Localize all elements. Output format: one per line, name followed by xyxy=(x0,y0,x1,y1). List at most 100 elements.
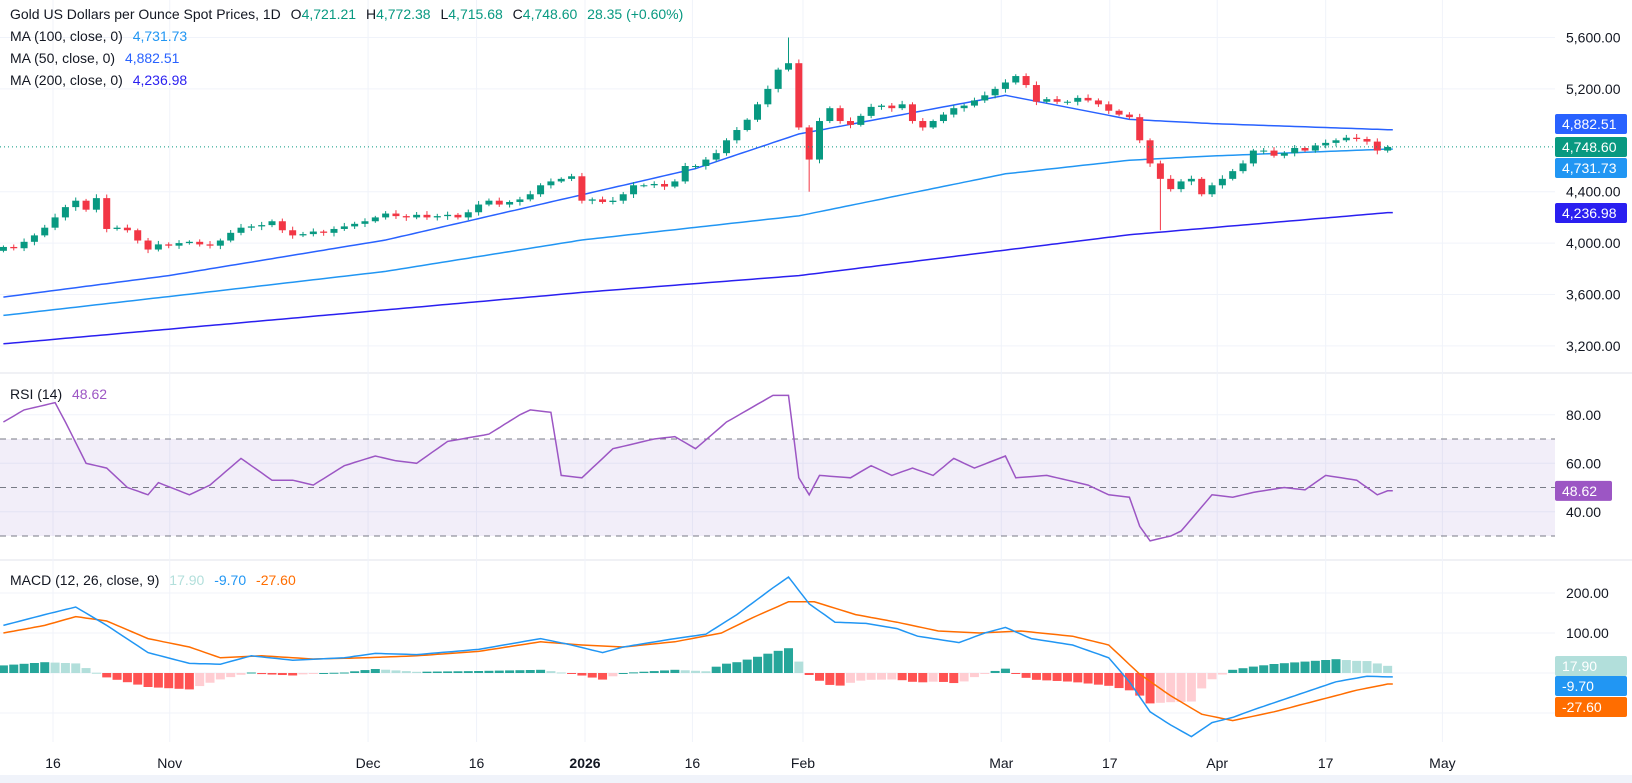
candle xyxy=(1384,145,1392,153)
candle xyxy=(857,113,865,127)
macd-histogram-bar xyxy=(701,671,711,673)
macd-histogram-bar xyxy=(1000,668,1010,673)
ma50-legend[interactable]: MA (50, close, 0) 4,882.51 xyxy=(10,50,185,66)
candle-body xyxy=(371,217,379,222)
macd-histogram-bar xyxy=(195,673,205,687)
candle-body xyxy=(1146,140,1154,164)
candle xyxy=(1198,177,1206,197)
ma100-value: 4,731.73 xyxy=(132,28,188,44)
candle xyxy=(464,209,472,221)
last-price-tag: 4,748.60 xyxy=(1555,137,1627,157)
candle xyxy=(774,67,782,93)
candle xyxy=(309,228,317,237)
candle xyxy=(681,162,689,184)
candle-body xyxy=(464,212,472,218)
ma100-legend[interactable]: MA (100, close, 0) 4,731.73 xyxy=(10,28,193,44)
ma200-legend[interactable]: MA (200, close, 0) 4,236.98 xyxy=(10,72,193,88)
candle-body xyxy=(981,95,989,101)
candle-body xyxy=(795,63,803,128)
candle xyxy=(743,118,751,132)
macd-histogram-bar xyxy=(969,673,979,678)
rsi-label: RSI (14) xyxy=(10,386,63,402)
macd-histogram-bar xyxy=(608,673,618,677)
ma200-price-tag: 4,236.98 xyxy=(1555,203,1627,223)
candle xyxy=(568,173,576,182)
candle-body xyxy=(578,176,586,201)
macd-histogram-bar xyxy=(463,671,473,673)
macd-histogram-bar xyxy=(691,670,701,673)
candle xyxy=(929,119,937,129)
candle xyxy=(351,221,359,229)
candle-body xyxy=(661,183,669,187)
macd-histogram-bar xyxy=(453,671,463,673)
time-axis-label: 16 xyxy=(45,755,61,771)
time-axis-label: 2026 xyxy=(569,755,600,771)
candle-body xyxy=(526,194,534,200)
macd-histogram-bar xyxy=(370,669,380,673)
time-axis-label: 17 xyxy=(1318,755,1334,771)
candle xyxy=(960,103,968,112)
macd-histogram-bar xyxy=(1321,660,1331,673)
macd-histogram-bar xyxy=(536,669,546,673)
candle xyxy=(619,191,627,204)
ma100-price-tag-text: 4,731.73 xyxy=(1562,160,1617,176)
candle-body xyxy=(733,130,741,141)
macd-histogram-bar xyxy=(0,665,8,673)
macd-histogram-bar xyxy=(825,673,835,685)
candle xyxy=(1032,81,1040,106)
candle-body xyxy=(919,121,927,128)
macd-histogram-bar xyxy=(856,673,866,681)
candle xyxy=(805,125,813,192)
time-axis-label: Mar xyxy=(989,755,1013,771)
candle-body xyxy=(1084,97,1092,101)
candle xyxy=(846,117,854,129)
candle-body xyxy=(557,178,565,182)
macd-histogram-bar xyxy=(205,673,215,683)
rsi-value: 48.62 xyxy=(72,386,108,402)
candle-body xyxy=(433,216,441,218)
candle xyxy=(867,103,875,119)
candle-body xyxy=(320,231,328,233)
macd-histogram-bar xyxy=(1135,673,1145,696)
candle-body xyxy=(619,194,627,201)
candle xyxy=(1125,112,1133,120)
candle xyxy=(1177,179,1185,193)
candle-body xyxy=(144,240,152,250)
rsi-axis-label: 80.00 xyxy=(1566,407,1601,423)
rsi-legend[interactable]: RSI (14) 48.62 xyxy=(10,386,113,402)
candle-body xyxy=(1208,185,1216,195)
candle-body xyxy=(237,227,245,233)
ma50-line xyxy=(3,94,1393,298)
candle xyxy=(599,196,607,204)
candle xyxy=(1353,134,1361,142)
time-axis-label: Nov xyxy=(157,755,182,771)
candle xyxy=(1280,151,1288,159)
candle-body xyxy=(826,108,834,122)
candle xyxy=(888,103,896,112)
ma200-label: MA (200, close, 0) xyxy=(10,72,123,88)
macd-histogram-bar xyxy=(267,673,277,675)
candle-body xyxy=(454,214,462,218)
candle xyxy=(1115,109,1123,117)
macd-histogram-bar xyxy=(732,662,742,673)
low-label: L xyxy=(440,6,449,22)
rsi-value-tag-bg xyxy=(1555,480,1612,501)
candle-body xyxy=(340,226,348,229)
candle-body xyxy=(547,181,555,186)
candle xyxy=(216,238,224,250)
candle-body xyxy=(609,200,617,202)
candle-body xyxy=(888,105,896,109)
candle-body xyxy=(196,241,204,245)
macd-legend[interactable]: MACD (12, 26, close, 9) 17.90 -9.70 -27.… xyxy=(10,572,302,588)
macd-histogram-bar xyxy=(71,663,81,673)
candle-body xyxy=(1156,163,1164,179)
macd-histogram-bar xyxy=(567,673,577,674)
candle xyxy=(320,229,328,236)
candle-body xyxy=(1012,76,1020,83)
candle xyxy=(908,102,916,124)
macd-histogram-bar xyxy=(143,673,153,687)
macd-hist-tag: 17.90 xyxy=(1555,656,1627,676)
macd-histogram-bar xyxy=(1259,665,1269,673)
